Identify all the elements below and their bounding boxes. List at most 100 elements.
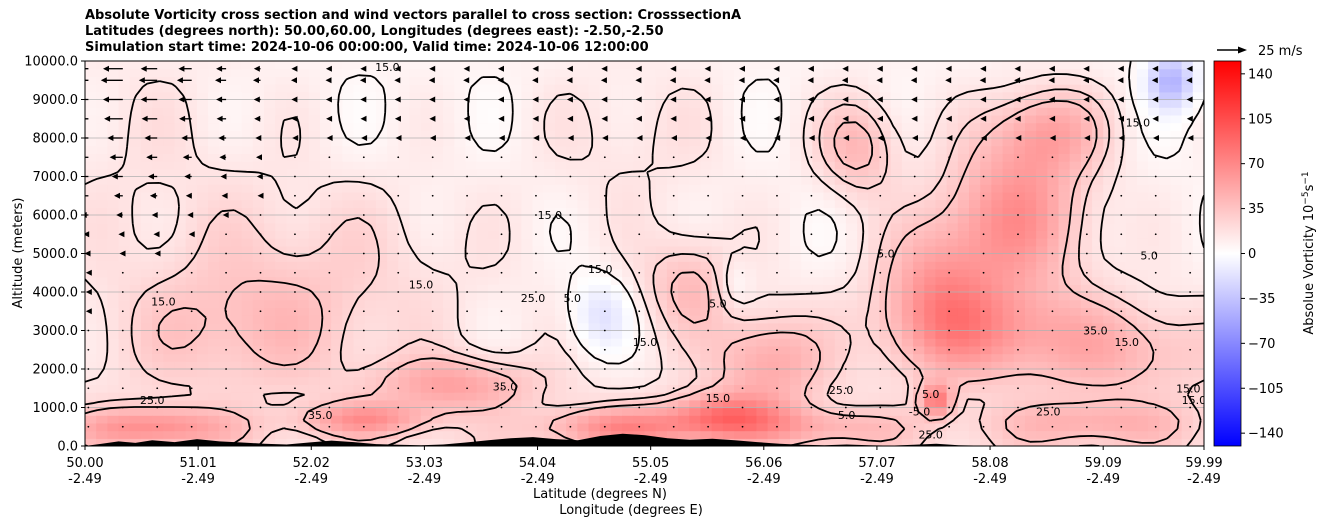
vorticity-cell bbox=[275, 369, 288, 378]
vorticity-cell bbox=[387, 315, 399, 324]
vorticity-cell bbox=[1047, 238, 1060, 247]
vorticity-cell bbox=[946, 230, 959, 239]
vorticity-cell bbox=[845, 392, 858, 401]
vorticity-cell bbox=[252, 199, 265, 208]
vorticity-cell bbox=[297, 76, 310, 85]
vorticity-cell bbox=[297, 253, 310, 262]
vorticity-cell bbox=[398, 307, 411, 316]
vorticity-cell bbox=[1013, 376, 1026, 385]
vorticity-cell bbox=[935, 315, 948, 324]
vorticity-cell bbox=[1013, 184, 1026, 193]
vorticity-cell bbox=[1080, 338, 1093, 347]
vorticity-cell bbox=[241, 345, 254, 355]
vorticity-cell bbox=[767, 199, 780, 208]
vorticity-cell bbox=[599, 107, 612, 116]
vorticity-cell bbox=[734, 253, 746, 262]
vorticity-cell bbox=[1136, 76, 1149, 85]
vorticity-cell bbox=[443, 430, 455, 439]
vorticity-cell bbox=[1181, 153, 1194, 162]
vorticity-cell bbox=[196, 168, 209, 178]
vorticity-cell bbox=[297, 384, 310, 393]
vorticity-cell bbox=[319, 84, 332, 93]
vorticity-cell bbox=[275, 384, 288, 393]
vorticity-cell bbox=[499, 245, 511, 255]
vorticity-cell bbox=[1159, 138, 1172, 147]
vorticity-cell bbox=[185, 276, 198, 285]
vorticity-cell bbox=[890, 407, 903, 416]
vorticity-cell bbox=[845, 114, 858, 124]
vorticity-cell bbox=[465, 307, 478, 316]
vorticity-cell bbox=[599, 399, 612, 409]
vorticity-cell bbox=[554, 230, 567, 239]
vorticity-cell bbox=[756, 361, 769, 370]
vorticity-cell bbox=[722, 361, 735, 370]
vorticity-cell bbox=[208, 322, 220, 332]
vorticity-cell bbox=[834, 230, 847, 239]
vorticity-cell bbox=[823, 399, 836, 409]
vorticity-cell bbox=[588, 299, 601, 308]
vorticity-cell bbox=[1181, 84, 1194, 93]
vorticity-cell bbox=[543, 415, 556, 424]
vorticity-cell bbox=[722, 415, 735, 424]
vorticity-cell bbox=[901, 76, 914, 85]
vorticity-cell bbox=[1181, 161, 1194, 170]
vorticity-cell bbox=[722, 330, 735, 339]
vorticity-cell bbox=[241, 369, 254, 378]
vorticity-cell bbox=[1159, 61, 1172, 70]
vorticity-cell bbox=[655, 415, 668, 424]
vorticity-cell bbox=[319, 392, 332, 401]
vorticity-cell bbox=[901, 261, 914, 270]
vorticity-cell bbox=[264, 122, 276, 131]
vorticity-cell bbox=[778, 384, 791, 393]
vorticity-cell bbox=[286, 422, 299, 432]
vorticity-cell bbox=[521, 353, 534, 362]
vorticity-cell bbox=[252, 292, 265, 301]
vorticity-cell bbox=[588, 322, 601, 332]
vorticity-cell bbox=[230, 161, 243, 170]
vorticity-cell bbox=[577, 245, 590, 255]
vorticity-cell bbox=[1080, 222, 1093, 231]
vorticity-cell bbox=[823, 338, 836, 347]
vorticity-cell bbox=[633, 184, 646, 193]
vorticity-cell bbox=[577, 284, 590, 293]
vorticity-cell bbox=[476, 207, 489, 216]
vorticity-cell bbox=[353, 84, 366, 93]
vorticity-cell bbox=[644, 322, 657, 332]
vorticity-cell bbox=[241, 130, 254, 139]
vorticity-cell bbox=[577, 68, 590, 77]
vorticity-cell bbox=[152, 392, 164, 401]
vorticity-cell bbox=[834, 176, 847, 185]
vorticity-cell bbox=[454, 322, 467, 332]
vorticity-cell bbox=[980, 161, 992, 170]
vorticity-cell bbox=[789, 430, 802, 439]
vorticity-cell bbox=[543, 407, 556, 416]
vorticity-cell bbox=[689, 361, 702, 370]
vorticity-cell bbox=[342, 345, 355, 355]
vorticity-cell bbox=[264, 330, 276, 339]
vorticity-cell bbox=[543, 215, 556, 224]
vorticity-cell bbox=[1181, 422, 1194, 432]
vorticity-cell bbox=[1170, 261, 1183, 270]
vorticity-cell bbox=[1148, 361, 1160, 370]
vorticity-cell bbox=[174, 91, 187, 101]
vorticity-cell bbox=[969, 330, 981, 339]
vorticity-cell bbox=[275, 176, 288, 185]
vorticity-cell bbox=[487, 84, 500, 93]
vorticity-cell bbox=[85, 207, 97, 216]
vorticity-cell bbox=[935, 430, 948, 439]
vorticity-cell bbox=[890, 422, 903, 432]
vorticity-cell bbox=[465, 315, 478, 324]
vorticity-cell bbox=[387, 215, 399, 224]
vorticity-cell bbox=[1148, 138, 1160, 147]
vorticity-cell bbox=[152, 369, 164, 378]
vorticity-cell bbox=[174, 161, 187, 170]
vorticity-cell bbox=[241, 222, 254, 231]
vorticity-cell bbox=[1024, 245, 1037, 255]
vorticity-cell bbox=[409, 284, 422, 293]
vorticity-cell bbox=[85, 238, 97, 247]
vorticity-cell bbox=[678, 430, 690, 439]
vorticity-cell bbox=[85, 245, 97, 255]
vorticity-cell bbox=[566, 238, 578, 247]
vorticity-cell bbox=[398, 153, 411, 162]
vorticity-cell bbox=[174, 168, 187, 178]
